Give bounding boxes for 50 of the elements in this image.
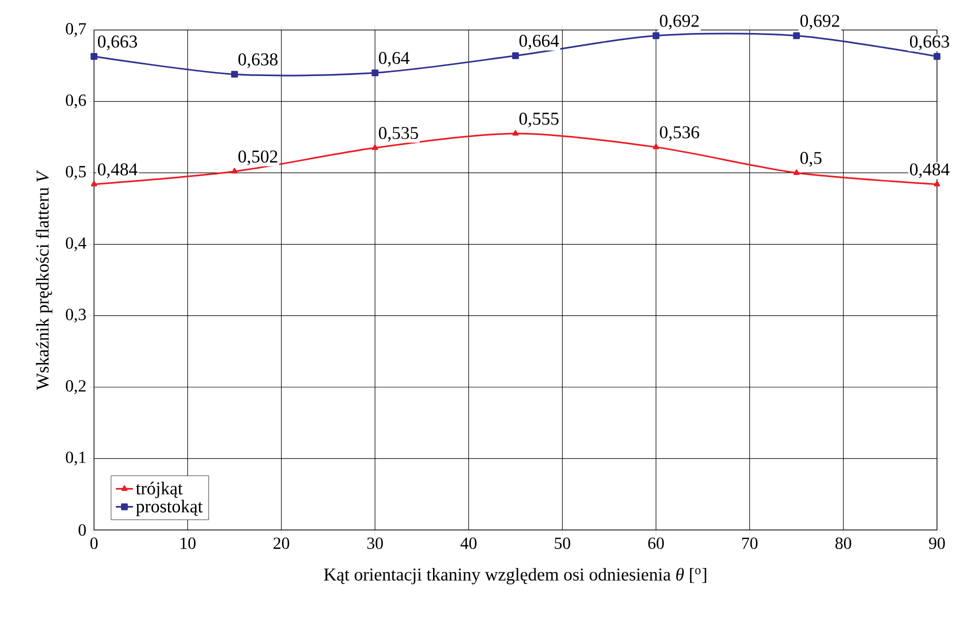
legend-label: trójkąt [136,482,183,498]
y-tick-label: 0,6 [66,94,86,108]
point [90,180,98,186]
point [512,130,519,136]
point [934,180,940,186]
data-label: 0,692 [660,14,699,30]
x-tick-label: 0 [90,538,98,549]
y-tick-label: 0,5 [66,166,86,180]
x-tick-label: 80 [835,538,852,549]
point [652,32,660,40]
y-tick-label: 0,7 [66,23,86,37]
point [231,168,238,174]
y-axis-title: Wskaźnik prędkości flatteru V [36,170,52,390]
point [231,70,238,78]
data-label: 0,692 [800,14,840,30]
x-tick-label: 50 [554,538,570,549]
x-tick-label: 90 [929,538,945,549]
y-tick-label: 0 [78,524,86,536]
point [512,52,519,60]
x-axis-title: Kąt orientacji tkaniny względem osi odniesienia θ [$^{o}$] [324,568,706,584]
legend-label: prostokąt [136,500,203,516]
data-label: 0,484 [98,163,138,178]
point [90,53,98,60]
point [934,53,940,60]
data-label: 0,535 [378,126,418,142]
y-tick-label: 0,2 [66,380,86,394]
point [372,69,378,76]
data-label: 0,555 [519,112,558,128]
point [652,144,660,150]
x-tick-label: 70 [742,538,758,549]
data-label: 0,64 [378,52,410,67]
x-tick-label: 10 [180,538,196,549]
data-label: 0,5 [800,152,822,167]
point [793,32,800,40]
x-tick-label: 30 [367,538,383,549]
data-label: 0,663 [98,35,138,50]
data-label: 0,484 [910,163,950,178]
data-label: 0,536 [660,126,700,141]
point [793,169,800,175]
data-label: 0,664 [519,34,559,50]
data-label: 0,638 [238,53,278,68]
x-tick-label: 60 [648,538,664,549]
y-tick-label: 0,1 [66,452,86,466]
x-tick-label: 20 [274,538,290,549]
data-label: 0,663 [910,35,950,50]
x-tick-label: 40 [460,538,477,549]
y-tick-label: 0,3 [66,308,86,323]
data-label: 0,502 [238,150,278,166]
point [372,144,378,150]
y-tick-label: 0,4 [66,237,86,252]
